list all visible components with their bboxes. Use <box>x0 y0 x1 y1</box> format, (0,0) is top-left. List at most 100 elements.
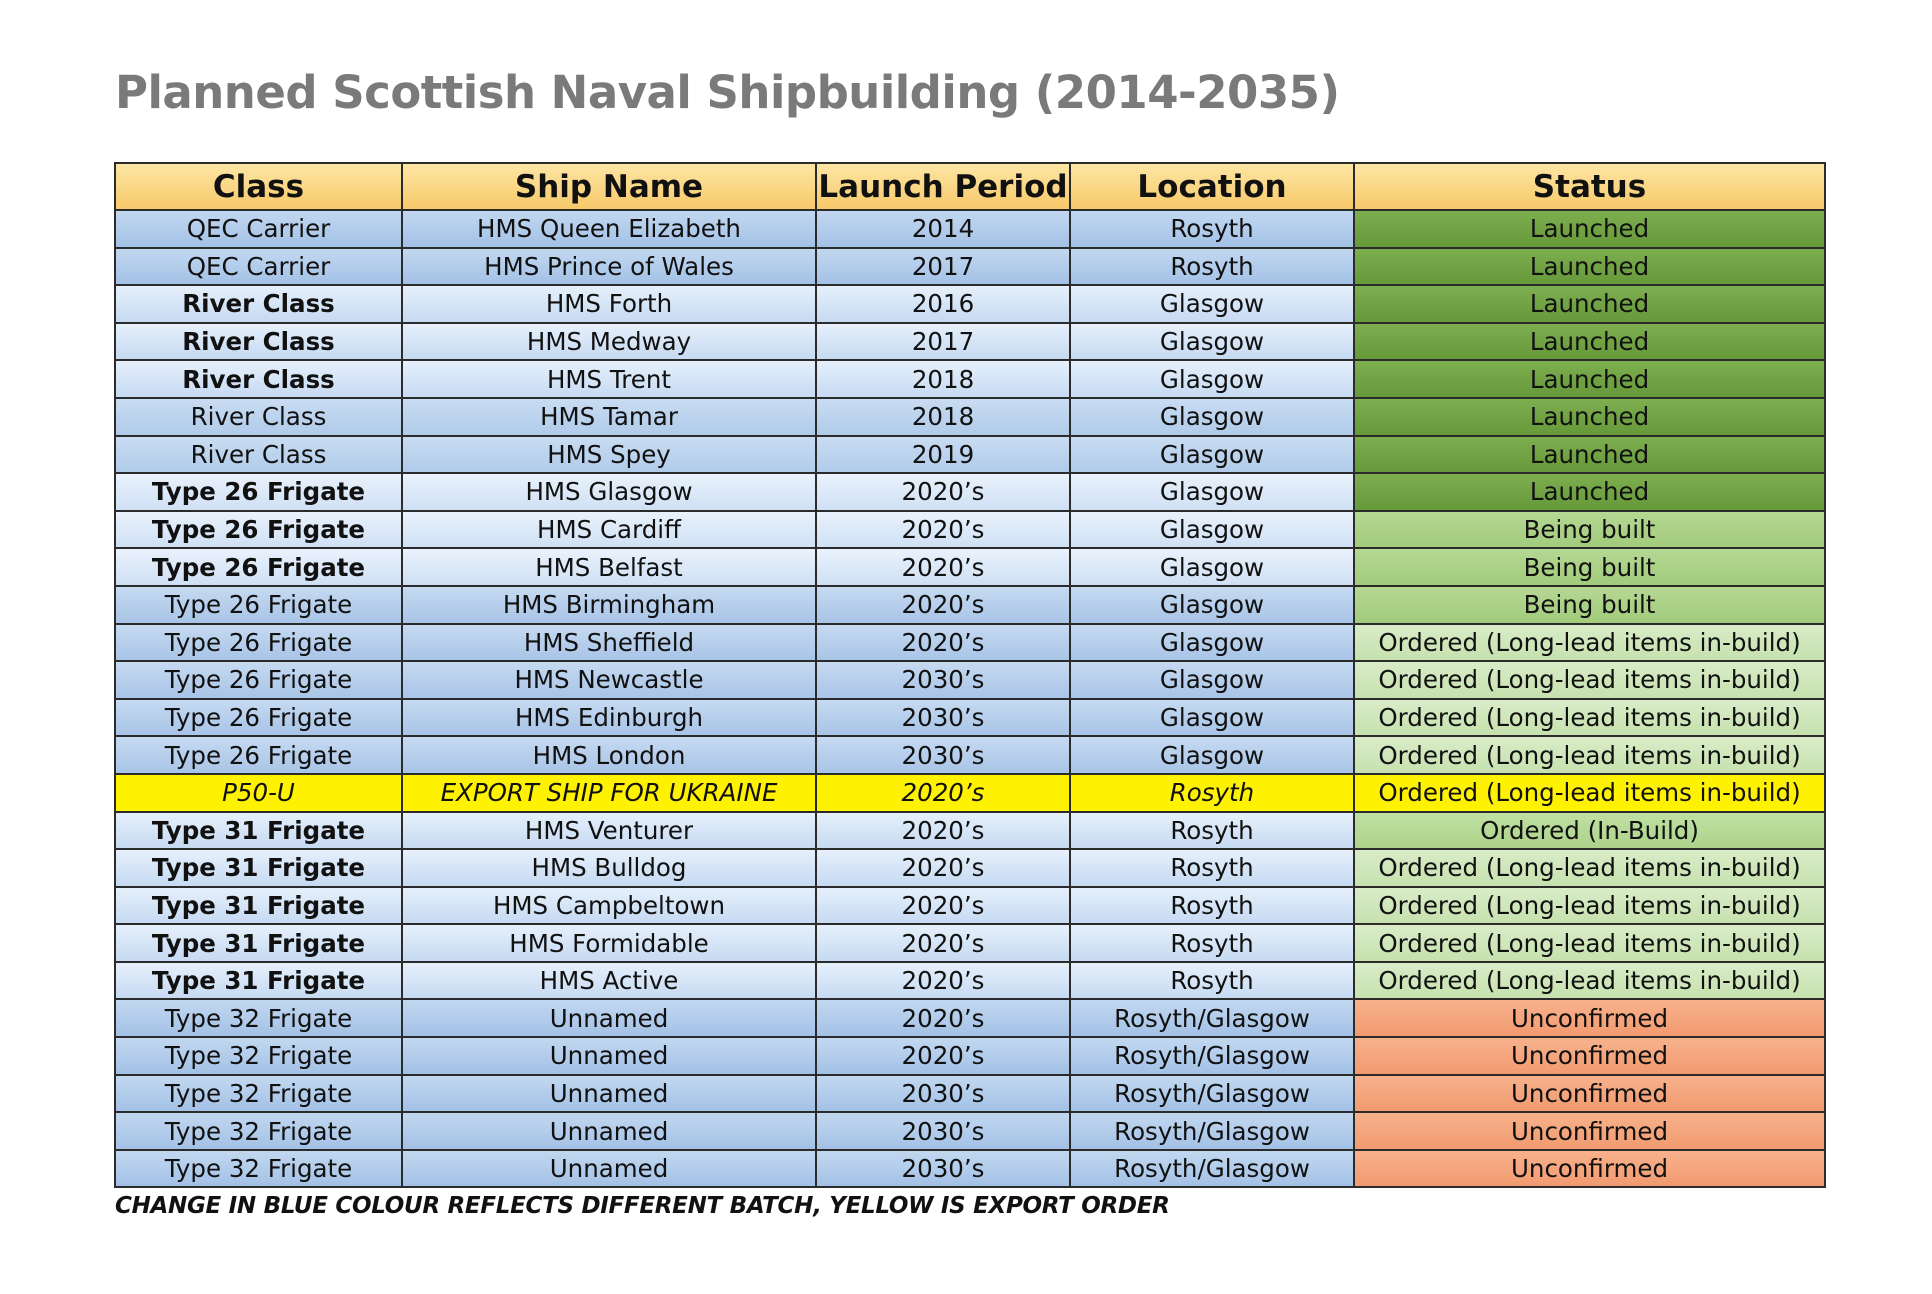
cell-class: Type 32 Frigate <box>114 1036 403 1076</box>
table-row: River Class HMS Spey 2019 Glasgow Launch… <box>114 434 1826 475</box>
cell-location: Glasgow <box>1069 396 1355 437</box>
cell-status: Launched <box>1353 434 1826 475</box>
cell-ship-name: Unnamed <box>401 1036 817 1076</box>
cell-location: Rosyth/Glasgow <box>1069 1148 1355 1189</box>
cell-class: Type 32 Frigate <box>114 1148 403 1189</box>
cell-launch-period: 2017 <box>815 321 1071 362</box>
cell-location: Glasgow <box>1069 509 1355 550</box>
cell-class: Type 31 Frigate <box>114 885 403 926</box>
column-header-class: Class <box>114 162 403 211</box>
cell-class: River Class <box>114 321 403 362</box>
cell-status: Unconfirmed <box>1353 1036 1826 1076</box>
cell-location: Glasgow <box>1069 735 1355 775</box>
cell-location: Glasgow <box>1069 284 1355 324</box>
table-header-row: Class Ship Name Launch Period Location S… <box>114 162 1826 211</box>
cell-location: Rosyth <box>1069 848 1355 888</box>
cell-launch-period: 2020’s <box>815 923 1071 963</box>
cell-location: Glasgow <box>1069 697 1355 738</box>
column-header-ship-name: Ship Name <box>401 162 817 211</box>
cell-status: Unconfirmed <box>1353 1111 1826 1151</box>
cell-status: Ordered (Long-lead items in-build) <box>1353 660 1826 700</box>
cell-location: Rosyth <box>1069 209 1355 249</box>
cell-location: Glasgow <box>1069 622 1355 663</box>
cell-class: Type 32 Frigate <box>114 1073 403 1114</box>
table-row: Type 31 Frigate HMS Bulldog 2020’s Rosyt… <box>114 848 1826 888</box>
cell-location: Rosyth <box>1069 923 1355 963</box>
cell-launch-period: 2014 <box>815 209 1071 249</box>
cell-status: Launched <box>1353 396 1826 437</box>
cell-status: Launched <box>1353 209 1826 249</box>
cell-location: Rosyth <box>1069 810 1355 851</box>
table-row: Type 32 Frigate Unnamed 2020’s Rosyth/Gl… <box>114 998 1826 1039</box>
column-header-status: Status <box>1353 162 1826 211</box>
cell-class: QEC Carrier <box>114 246 403 287</box>
table-row: Type 32 Frigate Unnamed 2030’s Rosyth/Gl… <box>114 1111 1826 1151</box>
cell-launch-period: 2030’s <box>815 1148 1071 1189</box>
cell-launch-period: 2018 <box>815 359 1071 399</box>
cell-class: River Class <box>114 284 403 324</box>
table-row: QEC Carrier HMS Queen Elizabeth 2014 Ros… <box>114 209 1826 249</box>
cell-status: Launched <box>1353 472 1826 512</box>
cell-ship-name: HMS Spey <box>401 434 817 475</box>
cell-ship-name: HMS Trent <box>401 359 817 399</box>
cell-ship-name: HMS Campbeltown <box>401 885 817 926</box>
cell-class: Type 26 Frigate <box>114 622 403 663</box>
cell-status: Ordered (Long-lead items in-build) <box>1353 697 1826 738</box>
table-row: Type 26 Frigate HMS Birmingham 2020’s Gl… <box>114 584 1826 625</box>
table-row: Type 26 Frigate HMS Cardiff 2020’s Glasg… <box>114 509 1826 550</box>
cell-status: Launched <box>1353 321 1826 362</box>
cell-class: Type 26 Frigate <box>114 697 403 738</box>
cell-launch-period: 2020’s <box>815 472 1071 512</box>
cell-launch-period: 2030’s <box>815 697 1071 738</box>
shipbuilding-table: Class Ship Name Launch Period Location S… <box>114 162 1826 1189</box>
cell-launch-period: 2020’s <box>815 547 1071 587</box>
cell-location: Rosyth <box>1069 960 1355 1001</box>
cell-class: Type 26 Frigate <box>114 735 403 775</box>
cell-status: Unconfirmed <box>1353 1148 1826 1189</box>
cell-class: Type 31 Frigate <box>114 810 403 851</box>
table-row: Type 26 Frigate HMS London 2030’s Glasgo… <box>114 735 1826 775</box>
table-row: Type 32 Frigate Unnamed 2030’s Rosyth/Gl… <box>114 1073 1826 1114</box>
cell-class: River Class <box>114 359 403 399</box>
table-row: Type 26 Frigate HMS Edinburgh 2030’s Gla… <box>114 697 1826 738</box>
cell-launch-period: 2030’s <box>815 735 1071 775</box>
table-row: River Class HMS Forth 2016 Glasgow Launc… <box>114 284 1826 324</box>
cell-status: Ordered (Long-lead items in-build) <box>1353 735 1826 775</box>
cell-ship-name: EXPORT SHIP FOR UKRAINE <box>401 772 817 813</box>
cell-class: Type 32 Frigate <box>114 998 403 1039</box>
cell-ship-name: HMS Formidable <box>401 923 817 963</box>
cell-class: Type 26 Frigate <box>114 660 403 700</box>
cell-status: Ordered (In-Build) <box>1353 810 1826 851</box>
table-row: Type 31 Frigate HMS Venturer 2020’s Rosy… <box>114 810 1826 851</box>
cell-location: Rosyth/Glasgow <box>1069 1111 1355 1151</box>
cell-location: Rosyth/Glasgow <box>1069 998 1355 1039</box>
cell-launch-period: 2020’s <box>815 848 1071 888</box>
cell-ship-name: HMS Sheffield <box>401 622 817 663</box>
cell-location: Rosyth/Glasgow <box>1069 1036 1355 1076</box>
cell-launch-period: 2030’s <box>815 1111 1071 1151</box>
cell-location: Glasgow <box>1069 321 1355 362</box>
cell-launch-period: 2019 <box>815 434 1071 475</box>
cell-class: Type 26 Frigate <box>114 584 403 625</box>
cell-class: Type 26 Frigate <box>114 509 403 550</box>
table-row: QEC Carrier HMS Prince of Wales 2017 Ros… <box>114 246 1826 287</box>
page-title: Planned Scottish Naval Shipbuilding (201… <box>115 66 1340 119</box>
cell-ship-name: HMS Medway <box>401 321 817 362</box>
cell-class: River Class <box>114 434 403 475</box>
table-row: Type 26 Frigate HMS Newcastle 2030’s Gla… <box>114 660 1826 700</box>
table-row: Type 26 Frigate HMS Glasgow 2020’s Glasg… <box>114 472 1826 512</box>
cell-status: Unconfirmed <box>1353 998 1826 1039</box>
cell-location: Rosyth <box>1069 246 1355 287</box>
table-row: Type 31 Frigate HMS Formidable 2020’s Ro… <box>114 923 1826 963</box>
cell-ship-name: Unnamed <box>401 1148 817 1189</box>
cell-ship-name: HMS Forth <box>401 284 817 324</box>
cell-launch-period: 2020’s <box>815 509 1071 550</box>
table-row: River Class HMS Tamar 2018 Glasgow Launc… <box>114 396 1826 437</box>
cell-launch-period: 2016 <box>815 284 1071 324</box>
cell-ship-name: HMS Prince of Wales <box>401 246 817 287</box>
cell-launch-period: 2020’s <box>815 1036 1071 1076</box>
table-row: Type 32 Frigate Unnamed 2030’s Rosyth/Gl… <box>114 1148 1826 1189</box>
cell-launch-period: 2020’s <box>815 885 1071 926</box>
cell-launch-period: 2017 <box>815 246 1071 287</box>
cell-location: Glasgow <box>1069 547 1355 587</box>
